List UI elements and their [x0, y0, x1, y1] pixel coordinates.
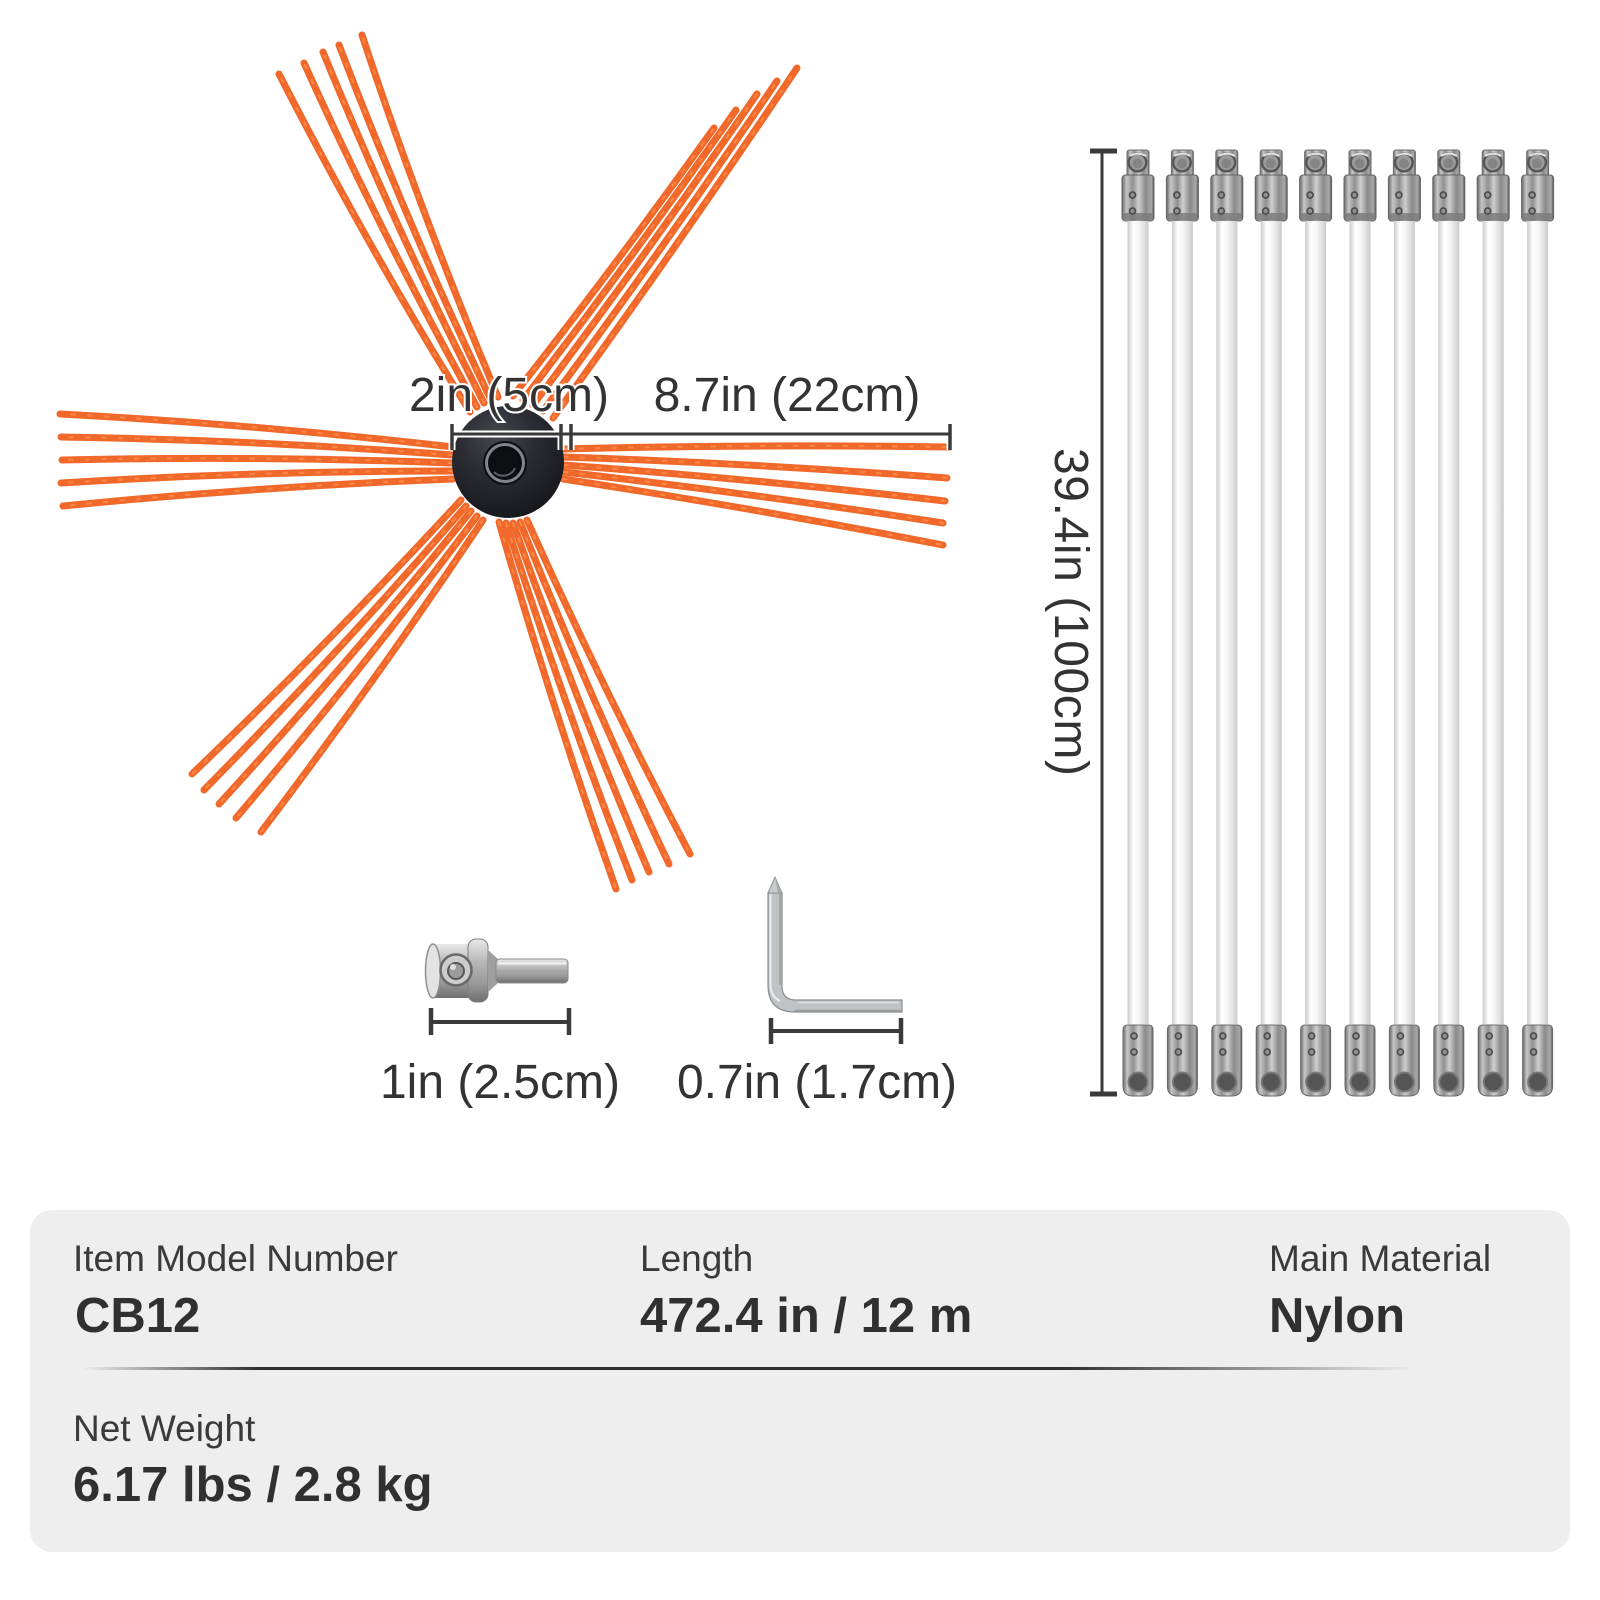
- svg-text:2in (5cm): 2in (5cm): [409, 369, 609, 422]
- svg-text:1in (2.5cm): 1in (2.5cm): [380, 1056, 620, 1109]
- svg-text:39.4in (100cm): 39.4in (100cm): [1044, 448, 1097, 777]
- svg-text:0.7in (1.7cm): 0.7in (1.7cm): [677, 1056, 957, 1109]
- svg-text:8.7in (22cm): 8.7in (22cm): [654, 369, 921, 422]
